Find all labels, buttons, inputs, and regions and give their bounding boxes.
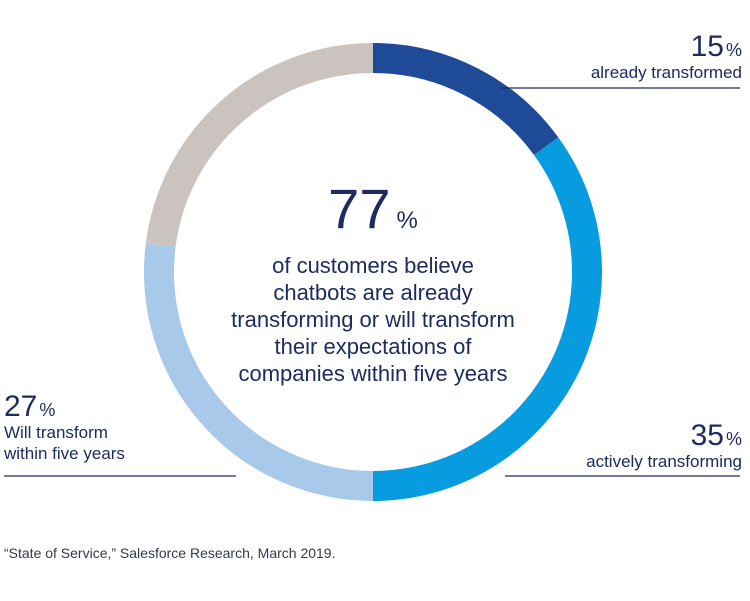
center-percentage: 77% bbox=[228, 180, 518, 250]
center-callout: 77% of customers believe chatbots are al… bbox=[228, 180, 518, 387]
label-already-transformed: 15% already transformed bbox=[591, 32, 742, 83]
already-value: 15 bbox=[690, 30, 724, 63]
donut-slices bbox=[144, 43, 602, 501]
slice-will-transform bbox=[144, 243, 374, 501]
source-note: “State of Service,” Salesforce Research,… bbox=[4, 545, 336, 561]
already-text: already transformed bbox=[590, 63, 742, 82]
actively-unit: % bbox=[725, 429, 742, 449]
slice-remainder bbox=[145, 43, 374, 248]
center-description: of customers believe chatbots are alread… bbox=[231, 253, 515, 386]
slice-actively-transforming bbox=[372, 137, 602, 501]
will-text-line2: within five years bbox=[4, 444, 125, 463]
label-will-transform: 27% Will transform within five years bbox=[4, 392, 164, 464]
label-actively-transforming: 35% actively transforming bbox=[586, 421, 742, 472]
will-text-line1: Will transform bbox=[4, 423, 108, 442]
will-unit: % bbox=[39, 400, 56, 420]
will-value: 27 bbox=[4, 390, 38, 423]
slice-already-transformed bbox=[372, 43, 559, 156]
leader-lines bbox=[4, 87, 740, 477]
already-unit: % bbox=[725, 40, 742, 60]
actively-text: actively transforming bbox=[586, 452, 742, 471]
actively-value: 35 bbox=[690, 419, 724, 452]
center-unit: % bbox=[396, 207, 418, 234]
center-value: 77 bbox=[328, 177, 391, 240]
